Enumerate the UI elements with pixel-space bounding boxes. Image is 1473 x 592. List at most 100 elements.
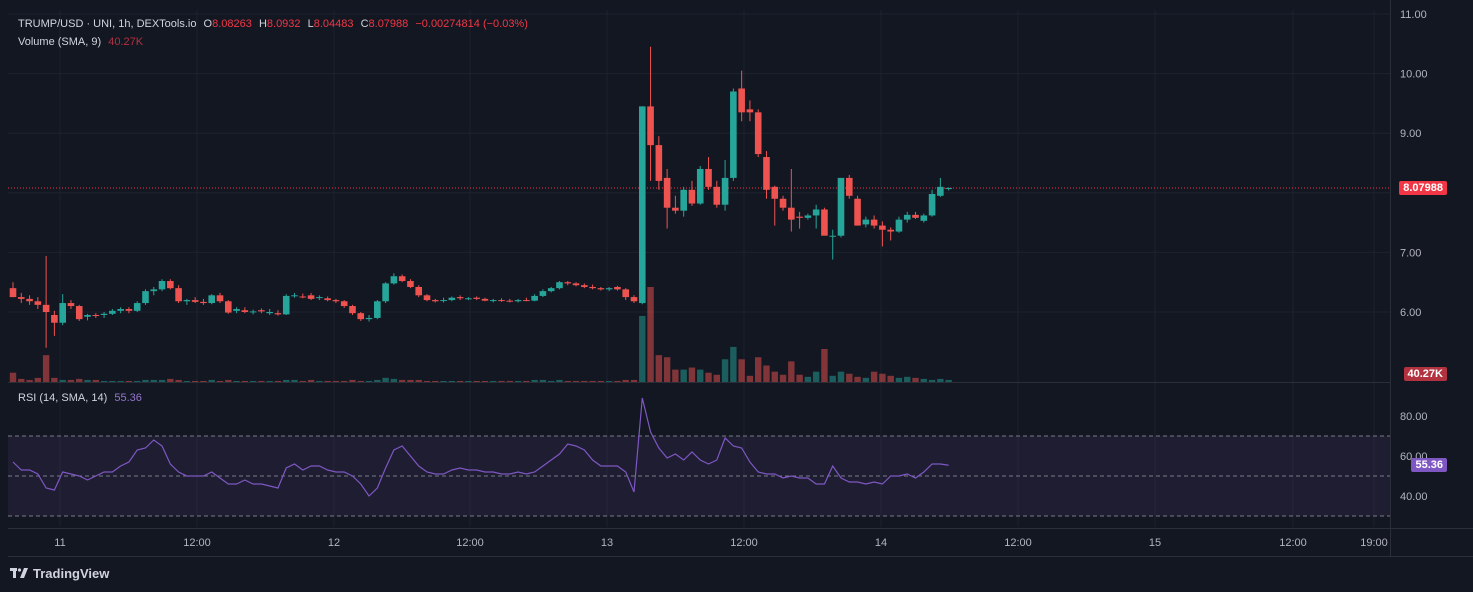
volume-bar: [448, 380, 456, 382]
candle-body: [365, 317, 373, 320]
symbol-title: TRUMP/USD · UNI, 1h, DEXTools.io: [18, 18, 197, 30]
volume-bar: [531, 379, 538, 382]
candle-body: [440, 300, 447, 302]
volume-bar: [912, 377, 919, 382]
volume-bar: [870, 371, 878, 382]
candle-body: [17, 297, 25, 299]
candle-body: [167, 281, 174, 289]
candle-body: [945, 188, 952, 190]
volume-bar: [721, 359, 729, 382]
candle-body: [307, 295, 315, 299]
volume-bar: [34, 377, 42, 382]
candle-body: [845, 177, 853, 196]
candle-body: [324, 298, 331, 301]
candle-body: [489, 300, 497, 302]
price-tick-label: 11.00: [1400, 9, 1427, 21]
volume-bar: [655, 355, 663, 382]
price-tick-label: 9.00: [1400, 128, 1421, 140]
candle-body: [647, 106, 654, 146]
candle-body: [241, 310, 249, 312]
volume-bar: [18, 378, 25, 382]
time-tick-label: 12:00: [1279, 537, 1307, 549]
candle-body: [84, 314, 91, 317]
candle-body: [937, 186, 944, 196]
candle-body: [158, 281, 166, 290]
candle-body: [175, 288, 182, 302]
candle-body: [200, 301, 207, 304]
candle-body: [730, 91, 737, 178]
volume-bar: [390, 378, 398, 382]
candle-body: [547, 288, 555, 292]
volume-bar: [398, 379, 406, 382]
candle-body: [258, 310, 265, 312]
candle-body: [390, 276, 398, 284]
volume-bar: [688, 367, 696, 382]
volume-bar: [697, 369, 704, 382]
candle-body: [498, 300, 505, 302]
candle-body: [887, 229, 894, 232]
candle-body: [663, 177, 671, 208]
tradingview-brand[interactable]: TradingView: [10, 566, 109, 581]
volume-bar: [109, 380, 116, 382]
volume-bar: [713, 374, 720, 382]
volume-bar: [821, 348, 828, 382]
volume-bar: [730, 346, 737, 382]
candle-body: [75, 306, 83, 320]
volume-bar: [804, 376, 812, 382]
symbol-legend: TRUMP/USD · UNI, 1h, DEXTools.io O8.0826…: [18, 18, 532, 30]
volume-bar: [51, 377, 58, 382]
volume-bar: [937, 378, 944, 382]
candle-body: [581, 285, 588, 287]
candle-body: [142, 291, 149, 304]
volume-bar: [945, 379, 952, 382]
candle-body: [614, 286, 621, 290]
candle-body: [862, 219, 870, 225]
volume-bar: [415, 379, 422, 382]
candle-body: [42, 304, 50, 312]
candle-body: [539, 291, 547, 296]
candle-body: [879, 225, 886, 230]
volume-bar: [456, 380, 464, 382]
volume-bar: [597, 380, 605, 382]
candle-body: [473, 297, 480, 299]
candle-body: [316, 297, 323, 299]
volume-bar: [191, 380, 199, 382]
price-tick-label: 10.00: [1400, 69, 1428, 81]
volume-bar: [9, 372, 17, 382]
volume-bar: [895, 377, 903, 382]
candle-body: [779, 198, 787, 208]
volume-bar: [216, 380, 224, 382]
candle-body: [208, 295, 216, 304]
volume-bar: [357, 380, 364, 382]
candle-body: [34, 301, 42, 305]
candle-body: [481, 298, 489, 301]
volume-bar: [680, 369, 687, 382]
close-value: 8.07988: [368, 18, 409, 30]
volume-bar: [738, 359, 745, 382]
volume-legend-label: Volume (SMA, 9): [18, 36, 102, 48]
change-value: −0.00274814 (−0.03%): [415, 18, 528, 30]
candle-body: [680, 189, 687, 211]
volume-bar: [846, 373, 853, 382]
volume-bar: [100, 380, 108, 382]
candle-body: [597, 288, 605, 290]
volume-bar: [572, 380, 580, 382]
volume-bar: [125, 380, 133, 382]
volume-bar: [167, 378, 174, 382]
candle-body: [638, 106, 646, 304]
candle-body: [531, 295, 538, 301]
volume-bar: [771, 371, 778, 382]
rsi-legend-label: RSI (14, SMA, 14): [18, 392, 108, 404]
candle-body: [912, 214, 919, 218]
volume-bar: [76, 378, 83, 382]
candle-body: [713, 186, 721, 205]
time-tick-label: 11: [54, 537, 65, 549]
volume-bar: [432, 380, 439, 382]
volume-bar: [763, 365, 770, 382]
candle-body: [274, 313, 282, 315]
candle-body: [812, 209, 820, 216]
volume-bar: [523, 380, 530, 382]
candle-body: [788, 207, 795, 220]
